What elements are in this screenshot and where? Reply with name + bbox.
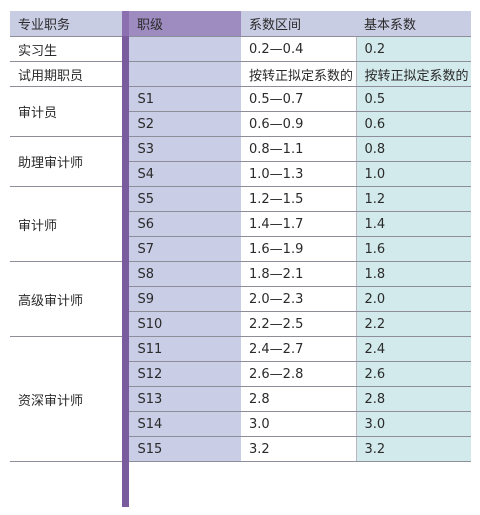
- base-coefficient-cell: 0.8: [355, 136, 471, 162]
- table-row: S4 1.0—1.3 1.0: [10, 161, 471, 187]
- grade-cell: S11: [122, 336, 241, 362]
- grade-cell: S5: [122, 186, 241, 212]
- post-cell: 实习生: [10, 36, 123, 62]
- header-grade: 职级: [122, 11, 241, 37]
- grade-cell: S13: [122, 386, 241, 412]
- post-cell: 高级审计师: [10, 261, 123, 337]
- table-row: 高级审计师 S8 1.8—2.1 1.8: [10, 261, 471, 337]
- grade-table-container: 专业职务 职级 系数区间 基本系数 实习生 0.2—0.4 0.2 试用期职员 按转正拟…: [10, 11, 471, 507]
- range-cell: 1.4—1.7: [241, 211, 356, 237]
- base-coefficient-cell: 1.2: [355, 186, 471, 212]
- base-coefficient-cell: 3.2: [355, 436, 471, 462]
- base-coefficient-cell: 1.6: [355, 236, 471, 262]
- base-coefficient-cell: 按转正拟定系数的 80%: [355, 61, 471, 87]
- range-cell: 2.2—2.5: [241, 311, 356, 337]
- range-cell: 1.2—1.5: [241, 186, 356, 212]
- grade-header-accent-bar: [122, 11, 129, 36]
- grade-cell: S15: [122, 436, 241, 462]
- table-row: 试用期职员 按转正拟定系数的 80%按转正拟定系数的 80%: [10, 61, 471, 87]
- range-cell: 2.0—2.3: [241, 286, 356, 312]
- post-cell: 审计师: [10, 186, 123, 262]
- range-cell: 3.2: [241, 436, 356, 462]
- grade-cell: [122, 36, 241, 62]
- table-row: S2 0.6—0.9 0.6: [10, 111, 471, 137]
- range-cell: 3.0: [241, 411, 356, 437]
- base-coefficient-cell: 2.8: [355, 386, 471, 412]
- base-coefficient-cell: 0.5: [355, 86, 471, 112]
- grade-cell: S10: [122, 311, 241, 337]
- range-cell: 1.6—1.9: [241, 236, 356, 262]
- grade-cell: S6: [122, 211, 241, 237]
- post-cell: 资深审计师: [10, 336, 123, 462]
- table-row: 实习生 0.2—0.4 0.2: [10, 36, 471, 62]
- table-body: 实习生 0.2—0.40.2 试用期职员 按转正拟定系数的 80%按转正拟定系数的 8…: [10, 36, 471, 462]
- grade-cell: S9: [122, 286, 241, 312]
- grade-cell: S2: [122, 111, 241, 137]
- header-post: 专业职务: [10, 11, 122, 37]
- header-row: 专业职务 职级 系数区间 基本系数: [10, 11, 471, 37]
- header-base: 基本系数: [356, 11, 471, 37]
- grade-coefficient-table: 专业职务 职级 系数区间 基本系数 实习生 0.2—0.4 0.2 试用期职员 按转正拟…: [10, 11, 471, 462]
- grade-cell: S8: [122, 261, 241, 287]
- table-row: S10 2.2—2.5 2.2: [10, 311, 471, 337]
- base-coefficient-cell: 0.6: [355, 111, 471, 137]
- base-coefficient-cell: 2.0: [355, 286, 471, 312]
- table-row: S13 2.8 2.8: [10, 386, 471, 412]
- base-coefficient-cell: 1.8: [355, 261, 471, 287]
- base-coefficient-cell: 3.0: [355, 411, 471, 437]
- base-coefficient-cell: 1.0: [355, 161, 471, 187]
- range-cell: 1.0—1.3: [241, 161, 356, 187]
- range-cell: 按转正拟定系数的 80%: [241, 61, 356, 87]
- table-row: 审计员 S1 0.5—0.7 0.5: [10, 86, 471, 137]
- grade-cell: S14: [122, 411, 241, 437]
- range-cell: 0.5—0.7: [241, 86, 356, 112]
- table-row: S14 3.0 3.0: [10, 411, 471, 437]
- grade-column-accent-bar: [122, 11, 129, 507]
- grade-cell: S7: [122, 236, 241, 262]
- post-cell: 审计员: [10, 86, 123, 137]
- base-coefficient-cell: 1.4: [355, 211, 471, 237]
- range-cell: 2.4—2.7: [241, 336, 356, 362]
- range-cell: 0.6—0.9: [241, 111, 356, 137]
- grade-cell: [122, 61, 241, 87]
- table-row: S9 2.0—2.3 2.0: [10, 286, 471, 312]
- range-cell: 2.6—2.8: [241, 361, 356, 387]
- base-coefficient-cell: 2.2: [355, 311, 471, 337]
- table-row: S6 1.4—1.7 1.4: [10, 211, 471, 237]
- table-row: 审计师 S5 1.2—1.5 1.2: [10, 186, 471, 262]
- range-cell: 1.8—2.1: [241, 261, 356, 287]
- post-cell: 试用期职员: [10, 61, 123, 87]
- range-cell: 2.8: [241, 386, 356, 412]
- grade-cell: S12: [122, 361, 241, 387]
- table-row: S7 1.6—1.9 1.6: [10, 236, 471, 262]
- grade-cell: S3: [122, 136, 241, 162]
- table-row: 资深审计师 S11 2.4—2.7 2.4: [10, 336, 471, 462]
- base-coefficient-cell: 0.2: [355, 36, 471, 62]
- range-cell: 0.2—0.4: [241, 36, 356, 62]
- grade-cell: S4: [122, 161, 241, 187]
- grade-cell: S1: [122, 86, 241, 112]
- range-cell: 0.8—1.1: [241, 136, 356, 162]
- base-coefficient-cell: 2.6: [355, 361, 471, 387]
- post-cell: 助理审计师: [10, 136, 123, 187]
- table-row: 助理审计师 S3 0.8—1.1 0.8: [10, 136, 471, 187]
- table-row: S12 2.6—2.8 2.6: [10, 361, 471, 387]
- header-range: 系数区间: [241, 11, 356, 37]
- base-coefficient-cell: 2.4: [355, 336, 471, 362]
- table-row: S15 3.2 3.2: [10, 436, 471, 462]
